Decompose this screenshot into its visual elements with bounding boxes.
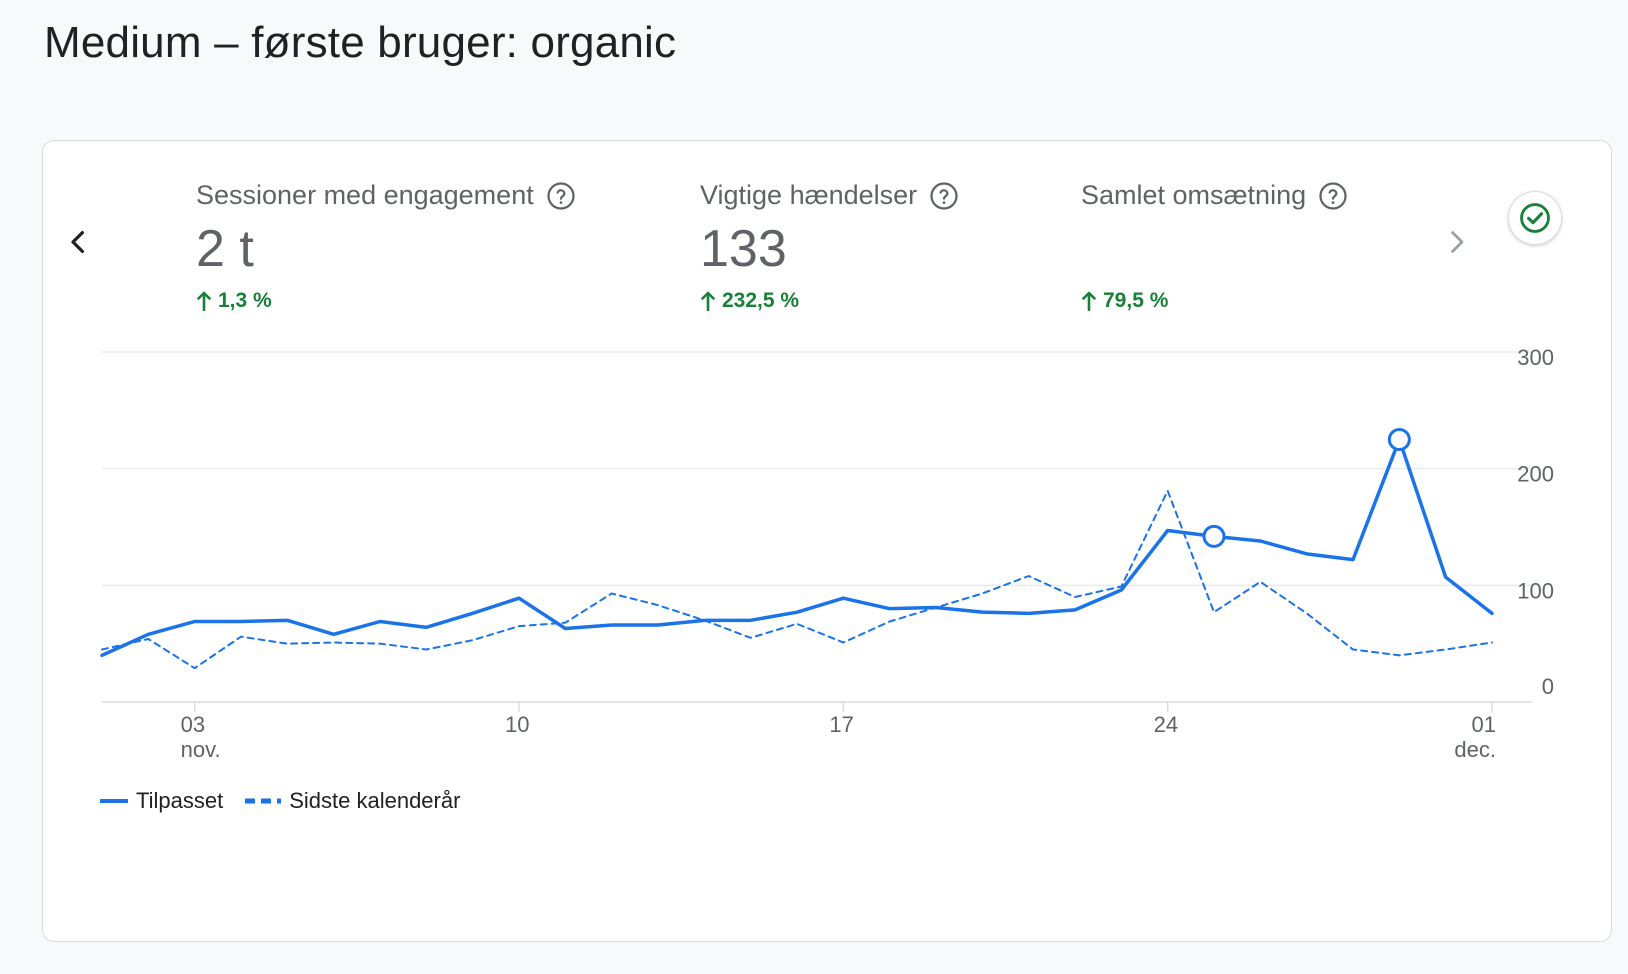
legend-label: Sidste kalenderår: [289, 788, 461, 813]
chart-legend: Tilpasset Sidste kalenderår: [100, 788, 460, 814]
help-circle-icon[interactable]: [929, 181, 959, 211]
legend-item-current[interactable]: Tilpasset: [100, 788, 223, 814]
metric-sessions[interactable]: Sessioner med engagement 2 t 1,3 %: [196, 180, 576, 313]
metric-change: 1,3 %: [218, 289, 272, 312]
metric-change: 232,5 %: [722, 289, 800, 312]
metric-value: 133: [700, 220, 787, 278]
x-tick-sublabel: dec.: [1454, 737, 1496, 762]
help-circle-icon[interactable]: [1318, 181, 1348, 211]
x-tick-sublabel: nov.: [181, 737, 221, 762]
arrow-up-icon: [197, 291, 211, 311]
y-tick-label: 100: [1517, 578, 1554, 603]
chevron-left-icon: [71, 231, 84, 253]
legend-label: Tilpasset: [136, 788, 224, 813]
metric-label: Vigtige hændelser: [700, 180, 918, 210]
help-circle-icon[interactable]: [546, 181, 576, 211]
data-point-marker: [1202, 524, 1226, 548]
previous-metrics-button[interactable]: [54, 218, 102, 266]
check-circle-icon: [1520, 203, 1550, 233]
metric-value: 2 t: [196, 220, 254, 278]
metrics-card: [42, 140, 1612, 942]
metric-key-events[interactable]: Vigtige hændelser 133 232,5 %: [700, 180, 959, 313]
series-line-previous: [101, 489, 1493, 670]
chevron-right-icon: [1451, 231, 1464, 253]
arrow-up-icon: [701, 291, 715, 311]
metric-total-revenue[interactable]: Samlet omsætning 79,5 %: [1081, 180, 1348, 313]
solid-line-swatch: [100, 799, 128, 803]
compare-toggle-button[interactable]: [1508, 191, 1562, 245]
legend-item-previous[interactable]: Sidste kalenderår: [245, 788, 460, 814]
metric-change: 79,5 %: [1103, 289, 1169, 312]
x-tick-label: 17: [829, 712, 853, 737]
x-tick-label: 01: [1472, 712, 1496, 737]
x-tick-label: 03: [181, 712, 205, 737]
series-line-current: [100, 437, 1494, 658]
arrow-up-icon: [1082, 291, 1096, 311]
x-tick-label: 24: [1154, 712, 1178, 737]
metric-label: Samlet omsætning: [1081, 180, 1307, 210]
y-tick-label: 300: [1517, 345, 1554, 370]
page-title: Medium – første bruger: organic: [44, 18, 677, 67]
y-tick-label: 0: [1542, 674, 1554, 699]
data-point-marker: [1387, 428, 1411, 451]
y-tick-label: 200: [1517, 462, 1554, 487]
x-tick-label: 10: [505, 712, 529, 737]
metric-label: Sessioner med engagement: [196, 180, 534, 210]
dashed-line-swatch: [245, 798, 282, 804]
next-metrics-button[interactable]: [1433, 218, 1481, 266]
